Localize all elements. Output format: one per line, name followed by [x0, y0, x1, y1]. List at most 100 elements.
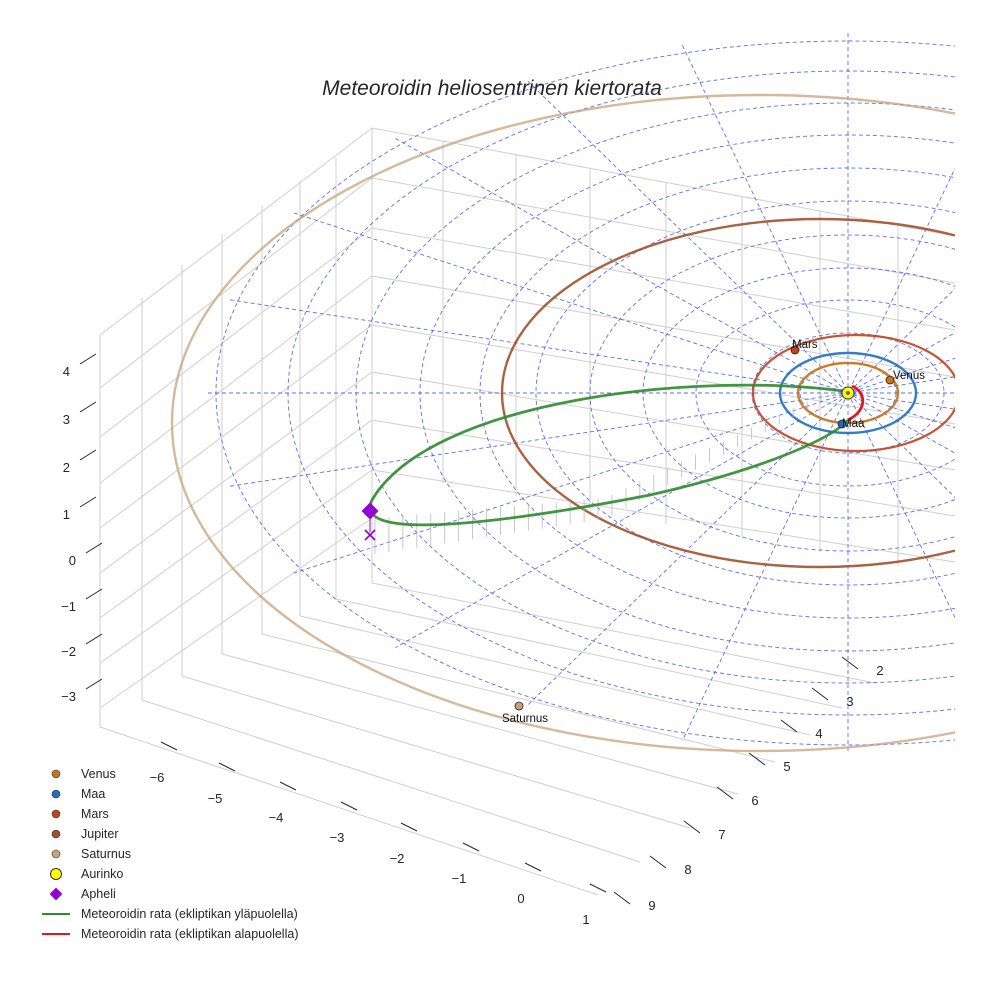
- meteoroid-orbit-above: [368, 383, 851, 527]
- x-axis-tick: [218, 762, 236, 772]
- grid-line: [99, 177, 373, 389]
- legend-marker: [51, 789, 61, 799]
- axis-ticks: −3 −2 −1 0 1 2 3 4 −6 −5 −4 −3 −2 −1 0 1 2 3 4 5 6 7 8 9: [61, 353, 884, 927]
- y-axis-tick: [649, 855, 667, 869]
- x-axis-tick: [340, 801, 358, 811]
- z-axis-tick: [85, 588, 103, 600]
- planet-orbits: [170, 93, 955, 753]
- x-axis-tick: [462, 842, 480, 852]
- grid-line: [299, 615, 811, 736]
- grid-line: [371, 371, 956, 471]
- x-tick-label: −3: [330, 830, 345, 845]
- y-axis-tick: [716, 786, 734, 800]
- aphelion-projection: [364, 529, 376, 541]
- x-axis-tick: [279, 781, 297, 791]
- y-tick-label: 4: [815, 726, 822, 741]
- z-tick-label: −2: [61, 644, 76, 659]
- x-axis-tick: [160, 741, 178, 751]
- x-tick-label: −5: [208, 791, 223, 806]
- grid-line: [99, 227, 373, 438]
- legend-label: Venus: [81, 767, 116, 781]
- x-tick-label: 1: [582, 912, 589, 927]
- axis-grid: [99, 127, 956, 896]
- grid-line: [99, 371, 373, 574]
- planet-label-maa: Maa: [842, 418, 865, 430]
- x-axis-tick: [589, 883, 607, 893]
- planet-maa: [837, 419, 847, 429]
- ecliptic-grid: [208, 33, 955, 753]
- sun-center: [846, 391, 850, 395]
- ecliptic-spoke: [527, 80, 955, 498]
- z-tick-label: −3: [61, 689, 76, 704]
- grid-line: [99, 419, 373, 619]
- z-tick-label: 0: [69, 553, 76, 568]
- y-axis-tick: [683, 820, 701, 834]
- legend: Venus Maa Mars Jupiter Saturnus Aurinko Apheli…: [42, 767, 298, 941]
- grid-line: [371, 419, 956, 517]
- z-axis-tick: [79, 496, 97, 508]
- z-tick-label: −1: [61, 599, 76, 614]
- z-axis-tick: [85, 633, 103, 645]
- orbit-maa: [778, 351, 918, 435]
- z-axis-tick: [79, 449, 97, 461]
- legend-marker: [51, 849, 61, 859]
- x-axis-tick: [400, 822, 418, 832]
- grid-line: [99, 517, 373, 709]
- legend-label: Saturnus: [81, 847, 131, 861]
- grid-line: [371, 582, 876, 684]
- z-axis-tick: [85, 678, 103, 690]
- grid-line: [99, 469, 373, 664]
- orbit-saturnus: [170, 93, 955, 753]
- x-tick-label: −2: [390, 851, 405, 866]
- y-axis-tick: [841, 656, 859, 670]
- orbit-jupiter: [500, 217, 955, 569]
- grid-line: [371, 275, 956, 378]
- meteoroid-orbit-below: [847, 384, 865, 422]
- grid-line: [335, 598, 843, 709]
- grid-line: [181, 675, 691, 829]
- legend-marker: [50, 868, 62, 880]
- ecliptic-ring: [535, 200, 955, 586]
- planet-saturnus: [514, 701, 524, 711]
- planet-venus: [885, 375, 895, 385]
- grid-line: [261, 633, 776, 763]
- legend-label: Meteoroidin rata (ekliptikan yläpuolella…: [81, 907, 298, 921]
- legend-label: Apheli: [81, 887, 116, 901]
- legend-marker: [51, 809, 61, 819]
- grid-line: [371, 324, 956, 425]
- y-axis-tick: [780, 719, 798, 733]
- x-tick-label: −6: [150, 770, 165, 785]
- legend-label: Jupiter: [81, 827, 119, 841]
- plot-area: Venus Maa Mars Saturnus: [170, 33, 955, 753]
- legend-label: Mars: [81, 807, 109, 821]
- x-axis-tick: [524, 862, 542, 872]
- grid-line: [141, 699, 641, 863]
- y-tick-label: 3: [846, 694, 853, 709]
- legend-marker: [51, 829, 61, 839]
- bodies: Venus Maa Mars Saturnus: [502, 339, 925, 725]
- y-tick-label: 6: [751, 793, 758, 808]
- x-tick-label: −1: [452, 871, 467, 886]
- y-axis-tick: [748, 752, 766, 766]
- grid-line: [99, 726, 599, 896]
- z-tick-label: 3: [63, 412, 70, 427]
- z-tick-label: 4: [63, 364, 70, 379]
- y-axis-tick: [811, 687, 829, 701]
- z-tick-label: 2: [63, 460, 70, 475]
- ecliptic-spoke: [527, 288, 955, 706]
- orbit-venus: [796, 361, 900, 425]
- grid-line: [221, 653, 739, 795]
- x-tick-label: 0: [517, 891, 524, 906]
- legend-label: Aurinko: [81, 867, 123, 881]
- grid-line: [371, 227, 956, 331]
- y-tick-label: 2: [876, 663, 883, 678]
- chart-title: Meteoroidin heliosentrinen kiertorata: [322, 77, 662, 100]
- legend-marker: [51, 769, 61, 779]
- legend-label: Maa: [81, 787, 105, 801]
- planet-mars: [790, 345, 800, 355]
- y-tick-label: 8: [684, 862, 691, 877]
- x-tick-label: −4: [269, 810, 284, 825]
- grid-line: [99, 275, 373, 484]
- z-axis-tick: [85, 542, 103, 554]
